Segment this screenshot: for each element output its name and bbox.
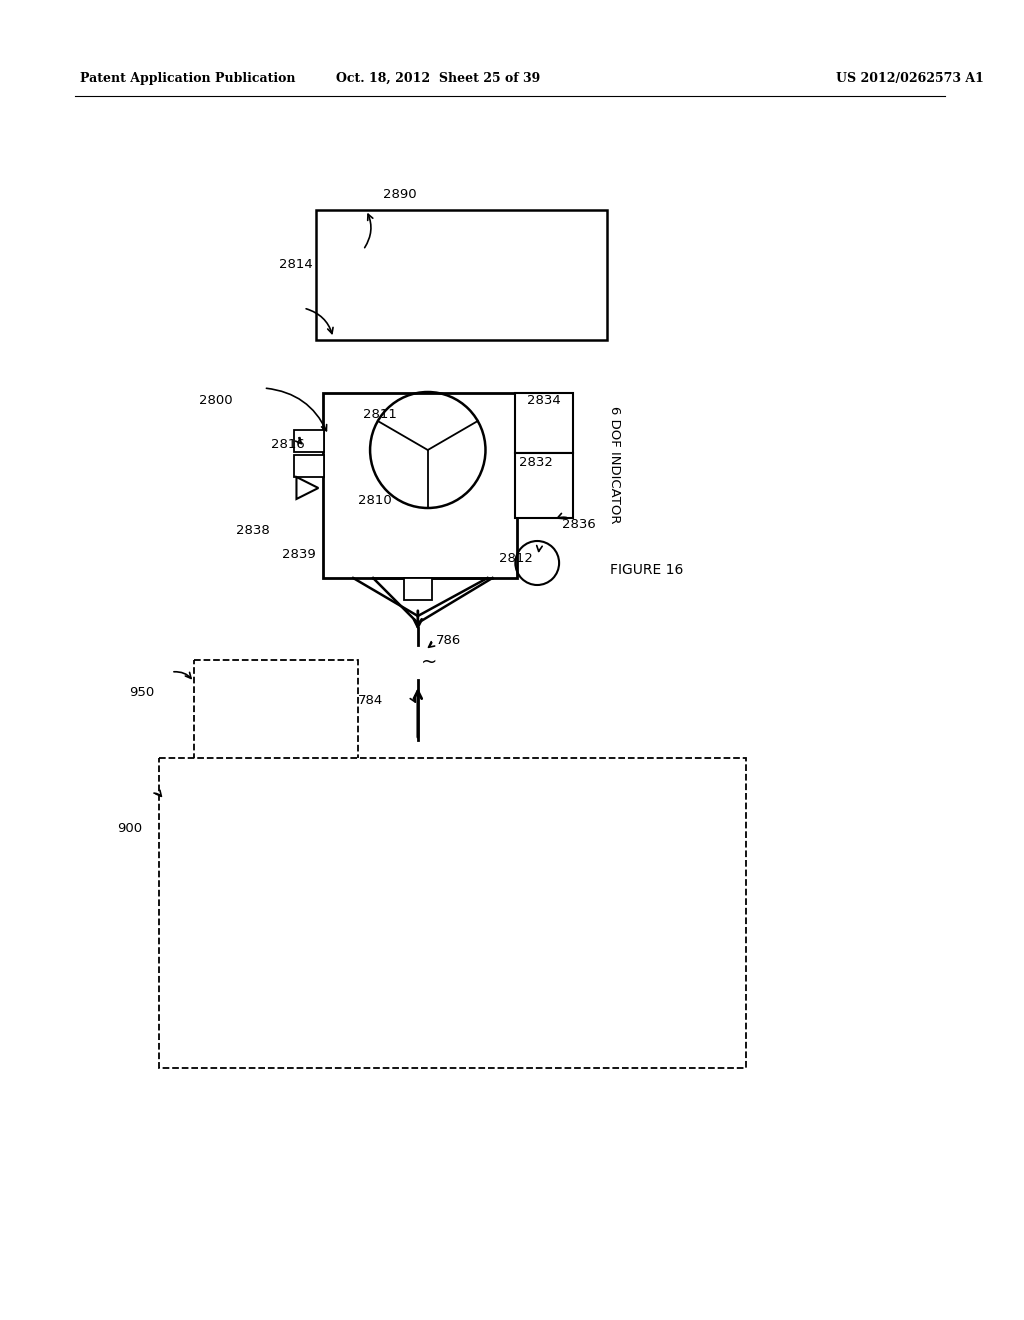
Bar: [324, 393, 517, 578]
Text: FIGURE 16: FIGURE 16: [610, 564, 683, 577]
Text: 2832: 2832: [519, 457, 553, 470]
Text: 2812: 2812: [500, 552, 534, 565]
Text: 2839: 2839: [282, 549, 315, 561]
Bar: [316, 210, 607, 341]
Text: Patent Application Publication: Patent Application Publication: [80, 73, 295, 84]
Text: 2800: 2800: [199, 393, 232, 407]
Text: 2834: 2834: [527, 393, 561, 407]
Text: 2836: 2836: [562, 519, 596, 532]
Text: US 2012/0262573 A1: US 2012/0262573 A1: [836, 73, 983, 84]
Text: 784: 784: [358, 693, 383, 706]
Text: 2890: 2890: [383, 189, 417, 202]
Text: 786: 786: [436, 634, 461, 647]
Bar: [403, 578, 432, 601]
Bar: [295, 455, 325, 477]
Bar: [515, 393, 573, 453]
Bar: [194, 660, 358, 789]
Text: 6 DOF INDICATOR: 6 DOF INDICATOR: [608, 407, 622, 524]
Text: 2838: 2838: [236, 524, 269, 536]
Text: ~: ~: [421, 653, 437, 672]
Bar: [515, 453, 573, 517]
Bar: [295, 430, 325, 451]
Text: 2816: 2816: [270, 438, 304, 451]
Text: 950: 950: [129, 686, 155, 700]
Text: Oct. 18, 2012  Sheet 25 of 39: Oct. 18, 2012 Sheet 25 of 39: [336, 73, 540, 84]
Text: 900: 900: [118, 821, 142, 834]
Text: 2814: 2814: [279, 259, 312, 272]
Text: 2811: 2811: [364, 408, 397, 421]
Text: 2810: 2810: [358, 494, 392, 507]
Bar: [159, 758, 746, 1068]
